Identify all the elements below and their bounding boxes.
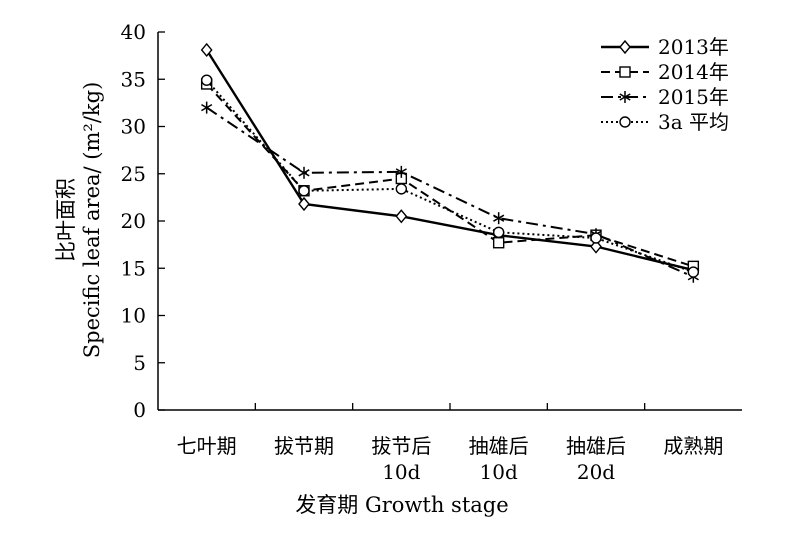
data-point-s2-1 [298, 166, 310, 179]
x-category-label: 10d [382, 460, 420, 484]
y-tick-label: 40 [121, 20, 146, 44]
x-category-label: 抽雄后 [469, 434, 529, 458]
data-point-s0-1 [298, 196, 310, 212]
series-line-3 [205, 79, 694, 273]
legend-label-3: 3a 平均 [658, 110, 729, 134]
x-category-label: 抽雄后 [566, 434, 626, 458]
x-category-label: 10d [480, 460, 518, 484]
data-point-s2-0 [201, 101, 213, 114]
data-point-s0-2 [395, 209, 408, 224]
x-category-label: 拔节后 [371, 434, 431, 458]
legend-label-2: 2015年 [658, 85, 729, 109]
legend-marker-3 [619, 116, 631, 128]
y-tick-label: 20 [121, 209, 146, 233]
legend-marker-1 [619, 66, 631, 78]
y-axis-title-chinese: 比叶面积 [54, 178, 78, 262]
x-category-label: 20d [577, 460, 615, 484]
y-tick-label: 0 [133, 398, 146, 422]
y-tick-label: 25 [121, 162, 146, 186]
x-category-label: 七叶期 [177, 434, 237, 458]
data-point-s3-3 [492, 226, 505, 239]
data-point-s3-2 [395, 183, 408, 195]
x-category-label: 拔节期 [274, 434, 334, 458]
series-line-0 [205, 49, 694, 272]
y-tick-label: 35 [121, 67, 146, 91]
y-tick-label: 30 [121, 115, 146, 139]
y-tick-label: 10 [121, 304, 146, 328]
legend-label-1: 2014年 [658, 60, 729, 84]
data-point-s0-0 [200, 42, 213, 58]
series-line-1 [205, 83, 694, 268]
legend-label-0: 2013年 [658, 35, 729, 59]
data-point-s3-5 [687, 266, 700, 278]
x-category-label: 成熟期 [663, 434, 723, 458]
series-layer [200, 42, 700, 283]
data-point-s3-0 [200, 74, 213, 86]
y-tick-label: 5 [133, 351, 146, 375]
data-point-s0-4 [590, 239, 602, 254]
data-point-s3-4 [590, 232, 602, 244]
data-point-s3-1 [298, 185, 310, 197]
x-axis-title: 发育期 Growth stage [295, 493, 508, 517]
y-tick-label: 15 [121, 256, 146, 280]
y-axis-title-english: Specific leaf area/ (m²/kg) [80, 82, 104, 359]
data-point-s2-2 [395, 165, 407, 178]
series-line-2 [206, 106, 694, 278]
legend-marker-2 [619, 91, 631, 103]
legend-marker-0 [619, 39, 631, 55]
data-point-s1-3 [492, 237, 505, 249]
data-point-s2-3 [493, 212, 505, 225]
